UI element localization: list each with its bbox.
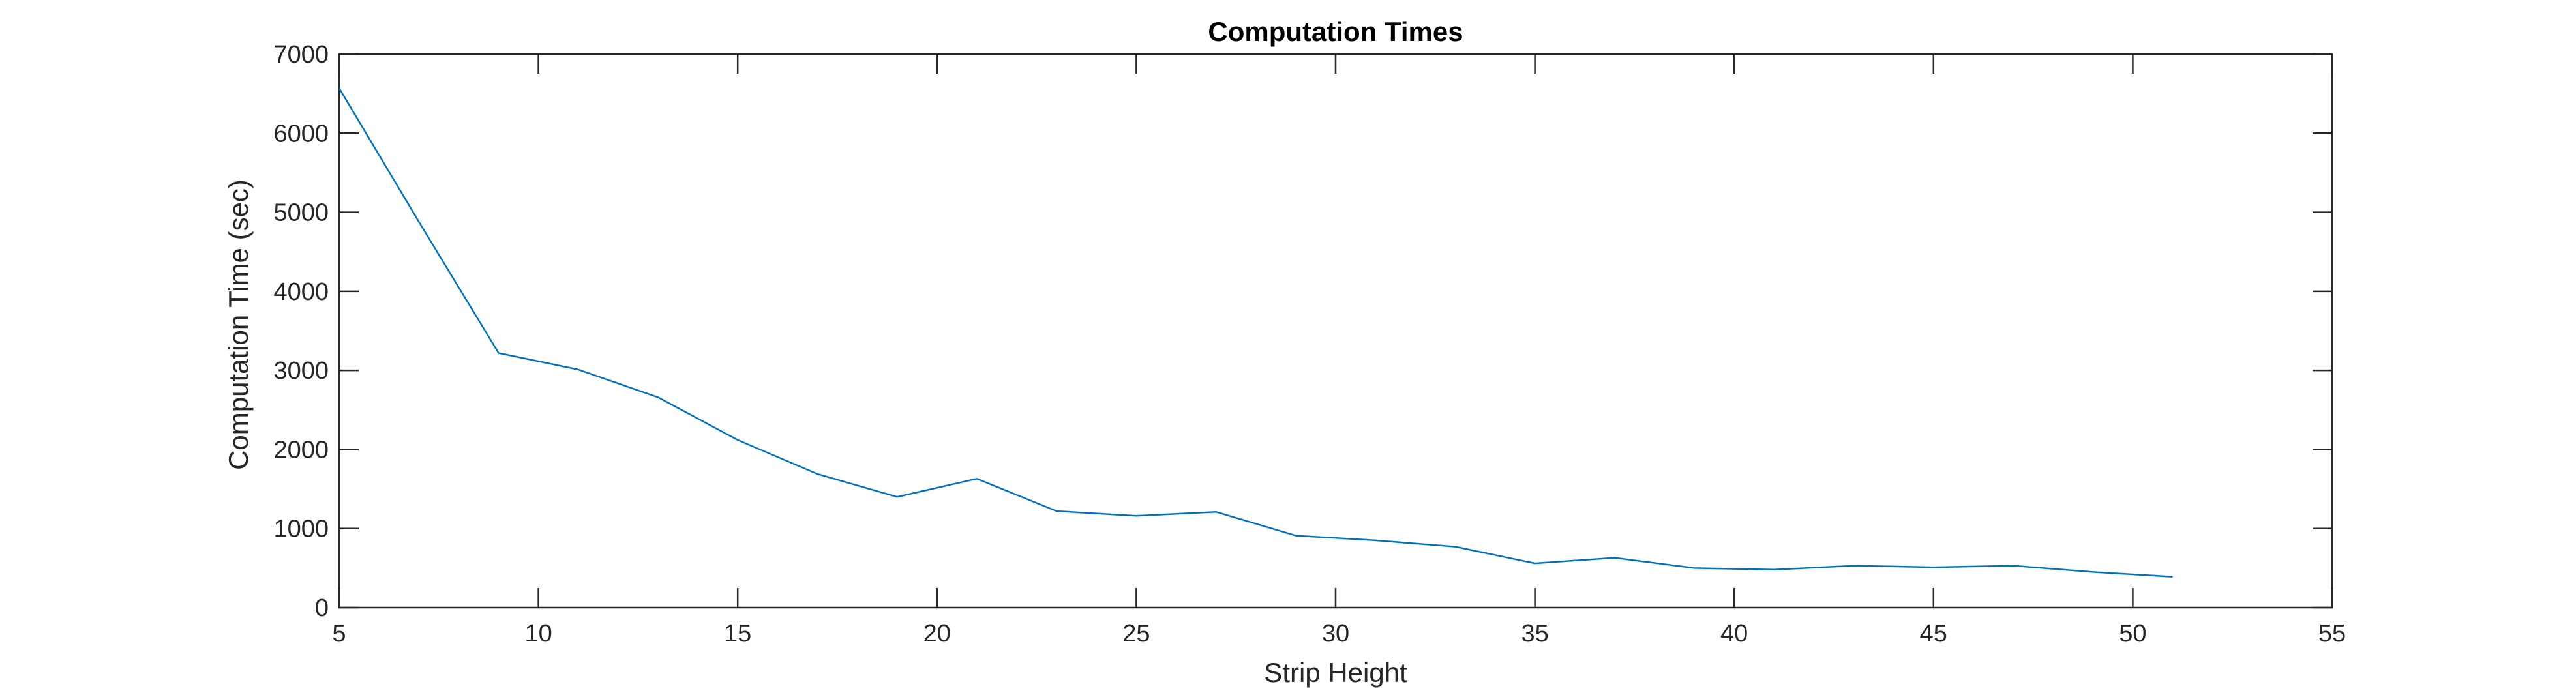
y-tick-label: 5000: [273, 199, 329, 227]
x-axis-label: Strip Height: [1264, 657, 1407, 688]
y-tick-label: 7000: [273, 41, 329, 68]
x-tick-label: 25: [1122, 620, 1150, 647]
plot-area: [338, 53, 2333, 609]
x-tick-label: 30: [1322, 620, 1349, 647]
x-tick-label: 35: [1521, 620, 1548, 647]
axis-ticks: 5 10 15 20 25 30 35 40 45 50 55 0 1000 2000 3000 4000 50…: [273, 41, 2346, 647]
x-tick-label: 5: [332, 620, 346, 647]
x-tick-label: 20: [923, 620, 951, 647]
series-line: [338, 87, 2173, 578]
chart-title: Computation Times: [1208, 16, 1463, 47]
y-tick-label: 4000: [273, 278, 329, 306]
x-tick-label: 10: [524, 620, 552, 647]
x-tick-label: 50: [2119, 620, 2146, 647]
x-tick-label: 55: [2318, 620, 2346, 647]
y-tick-label: 1000: [273, 516, 329, 543]
x-tick-label: 15: [724, 620, 751, 647]
x-tick-label: 40: [1720, 620, 1748, 647]
x-tick-label: 45: [1920, 620, 1947, 647]
y-axis-label: Computation Time (sec): [223, 179, 254, 470]
axes-box: [338, 53, 2333, 609]
y-tick-label: 6000: [273, 120, 329, 147]
y-tick-label: 2000: [273, 436, 329, 464]
y-tick-label: 0: [315, 595, 329, 622]
y-tick-label: 3000: [273, 357, 329, 385]
